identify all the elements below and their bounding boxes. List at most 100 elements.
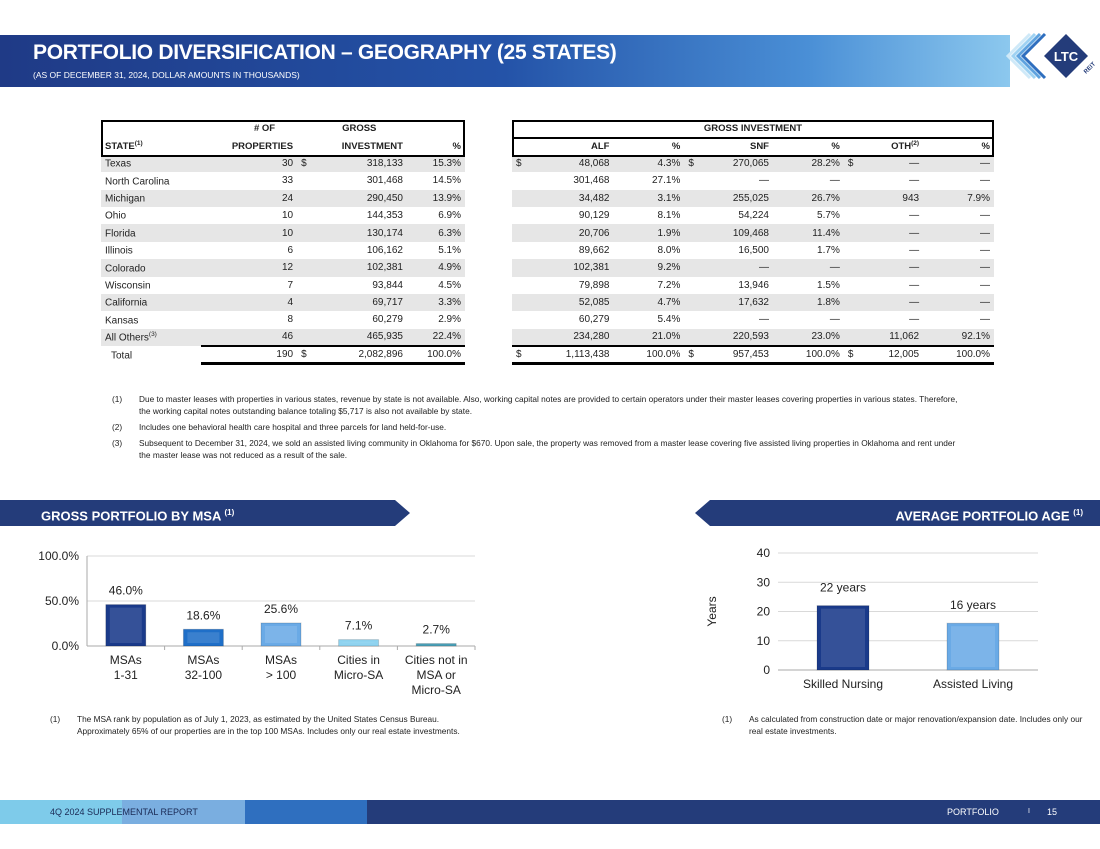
gross-investment: 106,162 — [366, 244, 403, 256]
gross-investment: 2,082,896 — [311, 345, 407, 366]
table-row: 89,662 8.0% 16,500 1.7% — — — [512, 242, 994, 259]
snf-amount: — — [698, 259, 773, 277]
snf-percent: 26.7% — [772, 189, 844, 207]
bar — [338, 639, 380, 647]
alf-amount: 60,279 — [578, 314, 610, 326]
table-row: 34,482 3.1% 255,025 26.7% 943 7.9% — [512, 189, 994, 207]
alf-amount: 89,662 — [578, 244, 610, 256]
x-tick-label: 32-100 — [185, 668, 223, 682]
table-row: Colorado 12 102,381 4.9% — [101, 259, 465, 277]
state-name: Total — [101, 346, 201, 363]
property-count: 10 — [201, 224, 298, 242]
state-summary-table: # OF GROSS STATE(1) PROPERTIES INVESTMENT% … — [101, 120, 465, 366]
snf-amount: — — [758, 314, 769, 326]
data-label: 46.0% — [109, 584, 143, 598]
alf-percent: 1.9% — [613, 224, 685, 242]
property-count: 46 — [201, 328, 298, 347]
state-name: California — [101, 293, 202, 312]
gross-percent: 4.5% — [438, 279, 461, 291]
table-row: Ohio 10 144,353 6.9% — [101, 207, 465, 224]
oth-amount: — — [909, 175, 920, 187]
oth-percent: — — [980, 244, 990, 256]
bar — [260, 622, 302, 647]
x-tick-label: MSA or — [417, 668, 456, 682]
alf-percent: 5.4% — [657, 314, 681, 326]
snf-amount: — — [758, 175, 769, 187]
oth-dollar-sign — [844, 172, 858, 189]
oth-percent: — — [980, 210, 990, 222]
snf-percent: 1.7% — [817, 244, 840, 256]
data-label: 25.6% — [264, 602, 298, 616]
gross-investment: 465,935 — [311, 328, 407, 347]
oth-percent: — — [980, 314, 990, 326]
snf-percent: 23.0% — [772, 328, 844, 347]
x-tick-label: MSAs — [110, 653, 142, 667]
alf-dollar-sign — [512, 293, 526, 312]
state-label: Kansas — [105, 315, 139, 327]
y-axis-label: Years — [705, 596, 719, 626]
gross-percent: 4.9% — [406, 259, 465, 277]
snf-dollar-sign: $ — [684, 345, 699, 366]
footnote-text: Includes one behavioral health care hosp… — [139, 422, 447, 432]
table-row: Kansas 8 60,279 2.9% — [101, 311, 465, 328]
oth-dollar-sign: $ — [843, 345, 858, 366]
alf-amount: 234,280 — [526, 328, 614, 347]
oth-percent: — — [923, 259, 994, 277]
bar-highlight — [109, 607, 142, 643]
alf-amount: 102,381 — [526, 259, 614, 277]
oth-percent: 92.1% — [923, 328, 994, 347]
x-tick-label: Cities in — [337, 653, 380, 667]
divider — [512, 137, 994, 139]
gross-investment: 130,174 — [311, 224, 407, 242]
gross-percent: 6.3% — [406, 224, 465, 242]
dollar-sign — [297, 172, 311, 189]
y-tick-label: 30 — [757, 575, 771, 589]
alf-dollar-sign — [512, 277, 526, 294]
total-row: Total 190 $2,082,896 100.0% — [101, 345, 465, 366]
alf-dollar-sign: $ — [512, 154, 526, 173]
alf-amount: 20,706 — [526, 224, 614, 242]
col-header-snf: SNF — [749, 140, 769, 152]
gross-investment: 69,717 — [311, 293, 407, 312]
snf-percent: 1.5% — [817, 279, 840, 291]
total-row: $1,113,438 100.0% $957,453 100.0% $12,005 100… — [512, 345, 994, 366]
oth-dollar-sign — [844, 311, 858, 328]
col-header-oth: OTH — [891, 141, 912, 153]
alf-percent: 9.2% — [613, 259, 685, 277]
data-label: 7.1% — [345, 619, 373, 633]
snf-amount: 109,468 — [698, 224, 773, 242]
group-header-gross-investment: GROSS INVESTMENT — [703, 123, 803, 135]
table-row: Michigan 24 290,450 13.9% — [101, 189, 465, 207]
oth-amount: — — [857, 259, 924, 277]
oth-percent: — — [923, 293, 994, 312]
x-tick-label: MSAs — [187, 653, 219, 667]
footer-separator: I — [1028, 808, 1030, 815]
alf-amount: 52,085 — [526, 293, 614, 312]
data-label: 22 years — [820, 581, 866, 595]
bar-highlight — [265, 625, 297, 643]
snf-amount: 270,065 — [698, 154, 773, 173]
bar — [182, 628, 224, 647]
footer-report-name: 4Q 2024 SUPPLEMENTAL REPORT — [50, 807, 198, 817]
property-count: 12 — [201, 259, 298, 277]
footnote-ref: (1) — [224, 508, 235, 517]
table-row: 234,280 21.0% 220,593 23.0% 11,062 92.1% — [512, 328, 994, 347]
snf-amount: 957,453 — [698, 345, 773, 366]
gross-percent: 15.3% — [406, 154, 465, 173]
page-subtitle: (AS OF DECEMBER 31, 2024, DOLLAR AMOUNTS… — [33, 70, 300, 80]
oth-amount: 12,005 — [857, 345, 924, 366]
gross-investment: 301,468 — [366, 175, 403, 187]
table-row: 52,085 4.7% 17,632 1.8% — — — [512, 293, 994, 312]
data-label: 18.6% — [186, 608, 220, 622]
x-tick-label: 1-31 — [114, 668, 138, 682]
footnote-text: Due to master leases with properties in … — [139, 394, 958, 416]
alf-dollar-sign — [512, 172, 526, 189]
bar — [415, 643, 457, 647]
age-section-title: AVERAGE PORTFOLIO AGE — [895, 508, 1070, 524]
dollar-sign — [297, 328, 312, 347]
snf-dollar-sign: $ — [684, 154, 699, 173]
age-footnote: (1) As calculated from construction date … — [722, 713, 1092, 737]
y-tick-label: 10 — [757, 634, 771, 648]
col-header-snf-percent: % — [831, 140, 840, 152]
oth-dollar-sign — [844, 242, 858, 259]
